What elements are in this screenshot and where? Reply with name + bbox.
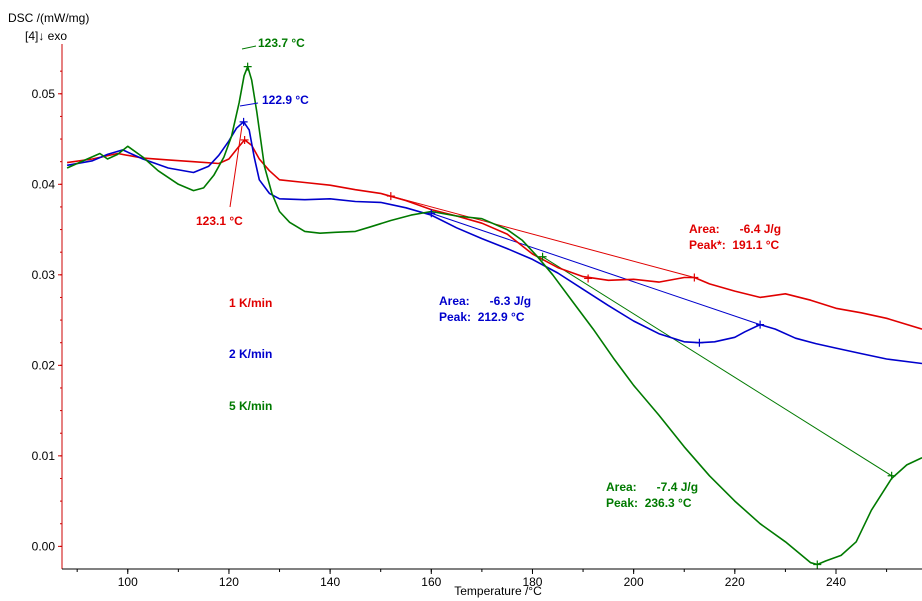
baseline-5kmin: [542, 256, 892, 477]
peak-marker: [243, 62, 252, 71]
annotation-red-peak: Peak*: 191.1 °C: [689, 238, 780, 252]
peak-marker: [240, 135, 249, 144]
annotation-green-area: Area: -7.4 J/g: [606, 480, 698, 494]
peak-leader-blue: [239, 102, 259, 107]
legend-2k: 2 K/min: [229, 347, 272, 361]
annotation-blue-area: Area: -6.3 J/g: [439, 294, 531, 308]
x-tick-label: 120: [219, 575, 239, 589]
baseline-1kmin: [390, 195, 695, 279]
y-tick-label: 0.03: [32, 268, 56, 282]
peak-leader-red: [229, 125, 243, 208]
baseline-2kmin: [431, 212, 761, 326]
x-tick-label: 200: [624, 575, 644, 589]
x-tick-label: 160: [421, 575, 441, 589]
peak-marker: [239, 117, 248, 126]
y-tick-label: 0.02: [32, 358, 56, 372]
annotation-green-peak: Peak: 236.3 °C: [606, 496, 692, 510]
series-2kmin: [66, 121, 922, 365]
peak-baselines: [390, 195, 892, 477]
x-tick-label: 240: [826, 575, 846, 589]
y-tick-label: 0.04: [32, 177, 56, 191]
legend-5k: 5 K/min: [229, 399, 272, 413]
series-1kmin: [66, 139, 922, 330]
peak-label-green: 123.7 °C: [258, 36, 305, 50]
peak-label-red: 123.1 °C: [196, 214, 243, 228]
series-5kmin: [66, 65, 922, 566]
y-tick-label: 0.01: [32, 449, 56, 463]
y-tick-label: 0.05: [32, 87, 56, 101]
exo-indicator: [4]↓ exo: [25, 29, 67, 43]
baseline-end-marker: [690, 273, 699, 282]
baseline-start-marker: [386, 192, 395, 201]
annotation-blue-peak: Peak: 212.9 °C: [439, 310, 525, 324]
legend-1k: 1 K/min: [229, 296, 272, 310]
markers: [239, 62, 896, 569]
x-tick-label: 180: [522, 575, 542, 589]
y-axis-label: DSC /(mW/mg): [8, 11, 89, 25]
annotation-red-area: Area: -6.4 J/g: [689, 222, 781, 236]
x-tick-label: 140: [320, 575, 340, 589]
x-axis-label: Temperature /°C: [454, 584, 542, 598]
peak-marker: [584, 274, 593, 283]
baseline-start-marker: [538, 252, 547, 261]
peak-marker: [695, 338, 704, 347]
peak-label-blue: 122.9 °C: [262, 93, 309, 107]
x-tick-label: 100: [118, 575, 138, 589]
x-tick-label: 220: [725, 575, 745, 589]
peak-leader-green: [241, 45, 257, 50]
y-tick-labels: 0.00 0.01 0.02 0.03 0.04 0.05: [32, 87, 56, 554]
baseline-start-marker: [427, 209, 436, 218]
baseline-end-marker: [887, 471, 896, 480]
peak-marker: [813, 560, 822, 569]
x-tick-labels: 100 120 140 160 180 200 220 240: [118, 575, 847, 589]
y-tick-label: 0.00: [32, 539, 56, 553]
baseline-end-marker: [756, 320, 765, 329]
